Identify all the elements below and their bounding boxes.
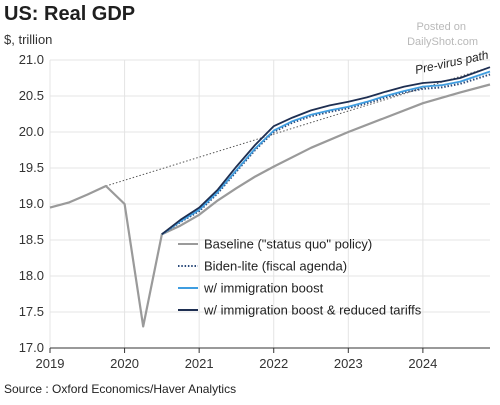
y-tick-label: 17.0: [19, 340, 44, 355]
y-tick-label: 20.0: [19, 124, 44, 139]
legend: Baseline ("status quo" policy) Biden-lite…: [178, 237, 422, 318]
y-tick-label: 19.5: [19, 160, 44, 175]
series-line-1: [161, 73, 491, 236]
chart-source: Source : Oxford Economics/Haver Analytic…: [4, 382, 236, 396]
legend-label: Baseline ("status quo" policy): [204, 237, 372, 252]
y-tick-label: 20.5: [19, 88, 44, 103]
legend-label: w/ immigration boost: [203, 281, 324, 296]
y-tick-label: 17.5: [19, 304, 44, 319]
axes: 17.0 17.5 18.0 18.5 19.0 19.5 20.0 20.5 21.0 2019…: [19, 52, 490, 371]
legend-label: w/ immigration boost & reduced tariffs: [203, 303, 422, 318]
y-tick-label: 18.0: [19, 268, 44, 283]
x-tick-label: 2022: [259, 356, 288, 371]
chart-subtitle: $, trillion: [4, 32, 52, 47]
x-tick-label: 2020: [110, 356, 139, 371]
reference-lines: [105, 66, 491, 187]
series-line-0: [49, 83, 491, 328]
y-tick-label: 18.5: [19, 232, 44, 247]
pre-virus-path-line: [105, 66, 491, 187]
y-tick-label: 21.0: [19, 52, 44, 67]
series-line-3: [161, 66, 491, 235]
x-tick-label: 2019: [36, 356, 65, 371]
x-tick-label: 2024: [408, 356, 437, 371]
y-tick-label: 19.0: [19, 196, 44, 211]
x-tick-label: 2021: [185, 356, 214, 371]
pre-virus-path-label: Pre-virus path: [414, 48, 490, 77]
series-lines: [49, 66, 491, 328]
series-line-2: [161, 70, 491, 235]
watermark-line-2: DailyShot.com: [407, 36, 478, 48]
legend-label: Biden-lite (fiscal agenda): [204, 259, 347, 274]
x-tick-label: 2023: [334, 356, 363, 371]
chart-title: US: Real GDP: [4, 3, 135, 25]
watermark-line-1: Posted on: [416, 21, 466, 33]
